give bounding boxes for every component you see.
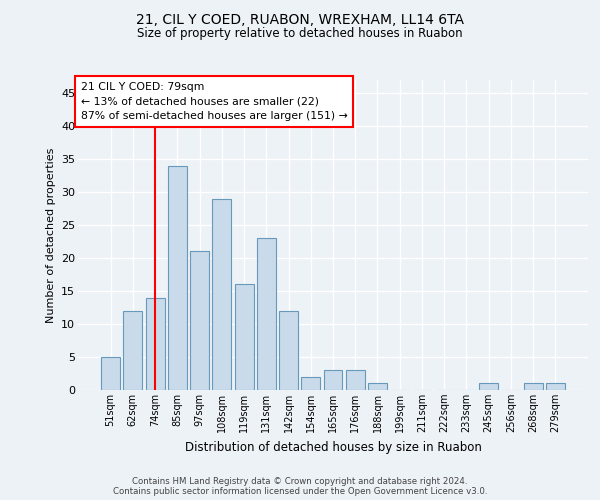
Bar: [301, 377, 320, 390]
Text: 21, CIL Y COED, RUABON, WREXHAM, LL14 6TA: 21, CIL Y COED, RUABON, WREXHAM, LL14 6T…: [136, 12, 464, 26]
Bar: [279, 311, 298, 390]
Bar: [479, 384, 498, 390]
Text: 21 CIL Y COED: 79sqm
← 13% of detached houses are smaller (22)
87% of semi-detac: 21 CIL Y COED: 79sqm ← 13% of detached h…: [80, 82, 347, 121]
Bar: [524, 384, 542, 390]
Bar: [235, 284, 254, 390]
Bar: [124, 311, 142, 390]
Text: Size of property relative to detached houses in Ruabon: Size of property relative to detached ho…: [137, 28, 463, 40]
Bar: [323, 370, 343, 390]
Bar: [546, 384, 565, 390]
Bar: [257, 238, 276, 390]
Text: Contains HM Land Registry data © Crown copyright and database right 2024.: Contains HM Land Registry data © Crown c…: [132, 476, 468, 486]
Y-axis label: Number of detached properties: Number of detached properties: [46, 148, 56, 322]
Bar: [190, 252, 209, 390]
Bar: [101, 357, 120, 390]
Bar: [346, 370, 365, 390]
Text: Contains public sector information licensed under the Open Government Licence v3: Contains public sector information licen…: [113, 486, 487, 496]
Bar: [368, 384, 387, 390]
Bar: [168, 166, 187, 390]
Bar: [212, 198, 231, 390]
Bar: [146, 298, 164, 390]
Text: Distribution of detached houses by size in Ruabon: Distribution of detached houses by size …: [185, 441, 481, 454]
